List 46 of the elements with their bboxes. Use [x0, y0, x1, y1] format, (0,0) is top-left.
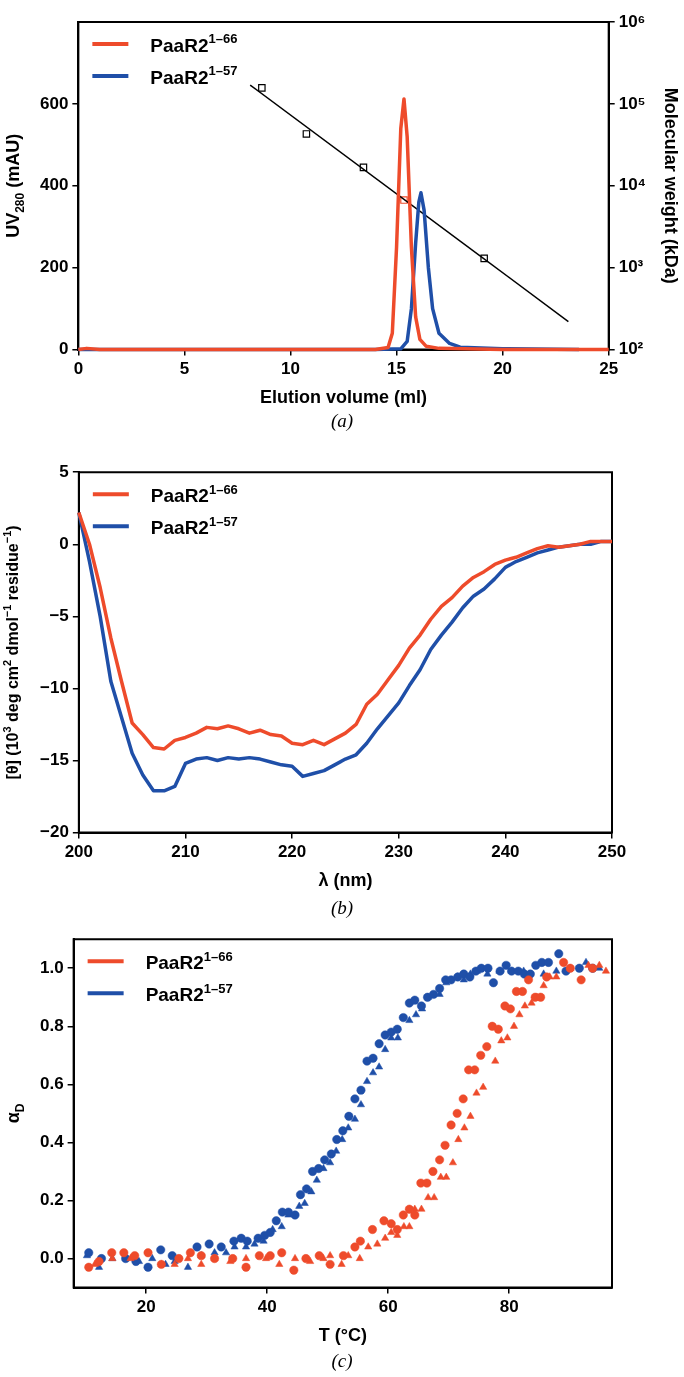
y-tick-label: 200 [39, 257, 69, 277]
x-axis-title: λ (nm) [318, 869, 373, 890]
text: (c) [330, 1350, 354, 1372]
y2-tick-label: 10⁵ [618, 93, 646, 113]
y-axis-title: UV280 (mAU) [2, 133, 28, 238]
y-tick-label: 0 [59, 533, 69, 553]
y-tick-label: 5 [59, 461, 69, 481]
x-tick-label: 80 [499, 1297, 519, 1317]
y-tick-label: −5 [49, 606, 69, 626]
y-tick-label: −15 [39, 750, 69, 770]
y2-tick-label: 10³ [618, 257, 644, 277]
text: (b) [329, 897, 355, 919]
x-tick-label: 15 [387, 359, 407, 379]
x-tick-label: 250 [597, 842, 627, 862]
x-tick-label: 20 [136, 1297, 156, 1317]
y-axis-title: αD [2, 1103, 28, 1124]
x-tick-label: 40 [257, 1297, 277, 1317]
text: (a) [329, 410, 355, 432]
y-tick-label: −10 [39, 678, 69, 698]
x-tick-label: 25 [599, 359, 619, 379]
y-tick-label: 0.4 [39, 1132, 65, 1152]
x-tick-label: 230 [384, 842, 413, 862]
y2-tick-label: 10⁴ [618, 175, 647, 195]
y-tick-label: 0.8 [39, 1015, 64, 1035]
x-tick-label: 240 [491, 842, 520, 862]
y2-tick-label: 10² [618, 339, 644, 359]
x-axis-title: Elution volume (ml) [260, 386, 428, 407]
y-tick-label: 1.0 [39, 957, 64, 977]
y-tick-label: 0.2 [39, 1190, 64, 1210]
y-tick-label: 0.6 [39, 1074, 64, 1094]
y2-tick-label: 10⁶ [618, 11, 646, 31]
x-tick-label: 5 [179, 359, 190, 379]
y-tick-label: 600 [39, 93, 69, 113]
y-tick-label: −20 [39, 822, 69, 842]
x-tick-label: 20 [493, 359, 513, 379]
y-tick-label: 400 [39, 175, 69, 195]
y2-axis-title: Molecular weight (kDa) [661, 87, 682, 284]
x-tick-label: 210 [171, 842, 200, 862]
y-tick-label: 0 [58, 339, 69, 359]
y-tick-label: 0.0 [39, 1248, 64, 1268]
x-tick-label: 60 [378, 1297, 398, 1317]
x-tick-label: 10 [281, 359, 300, 379]
x-tick-label: 220 [277, 842, 307, 862]
x-axis-title: T (°C) [318, 1324, 367, 1345]
text: [θ] (103 deg cm2 dmol−1 residue−1) [0, 525, 22, 780]
x-tick-label: 0 [73, 359, 84, 379]
